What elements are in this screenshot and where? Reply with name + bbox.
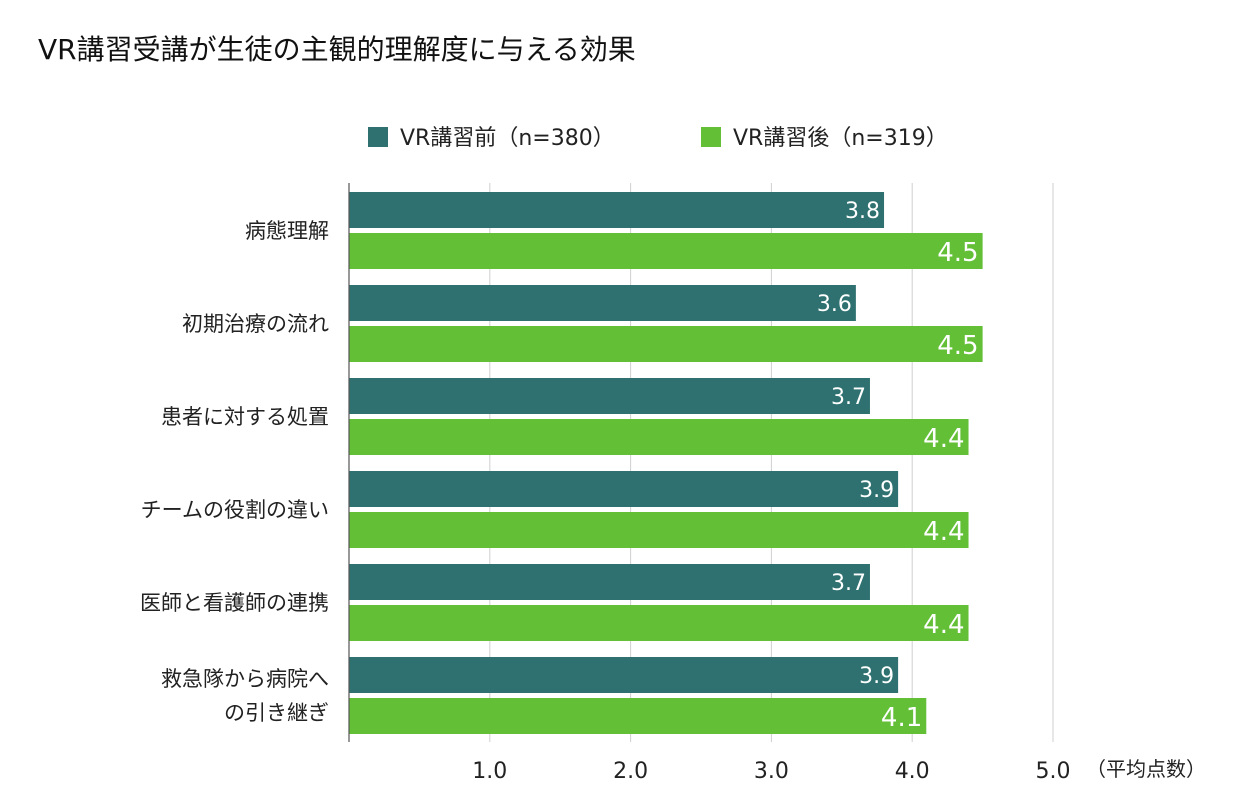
- category-label: 病態理解: [245, 219, 329, 243]
- legend-label[interactable]: VR講習前（n=380）: [400, 126, 615, 151]
- bar[interactable]: [349, 378, 870, 414]
- x-tick-label: 2.0: [613, 759, 648, 784]
- bar[interactable]: [349, 326, 983, 362]
- category-label: 患者に対する処置: [161, 405, 329, 429]
- x-tick-label: 4.0: [895, 759, 930, 784]
- bar[interactable]: [349, 419, 969, 455]
- data-label: 3.9: [859, 664, 894, 689]
- chart-title: VR講習受講が生徒の主観的理解度に与える効果: [38, 33, 636, 66]
- x-tick-label: 1.0: [472, 759, 507, 784]
- bar[interactable]: [349, 471, 899, 507]
- legend-swatch[interactable]: [701, 127, 721, 147]
- bar[interactable]: [349, 564, 870, 600]
- data-label: 4.5: [937, 238, 978, 268]
- bar[interactable]: [349, 605, 969, 641]
- legend-swatch[interactable]: [368, 127, 388, 147]
- bar[interactable]: [349, 512, 969, 548]
- bar[interactable]: [349, 657, 899, 693]
- data-label: 4.4: [923, 424, 964, 454]
- data-label: 3.7: [831, 385, 866, 410]
- data-label: 4.5: [937, 331, 978, 361]
- category-label: 救急隊から病院へ: [161, 667, 329, 691]
- data-label: 4.4: [923, 517, 964, 547]
- bar[interactable]: [349, 698, 927, 734]
- data-label: 3.7: [831, 571, 866, 596]
- category-label: 初期治療の流れ: [182, 312, 329, 336]
- legend-label[interactable]: VR講習後（n=319）: [733, 126, 948, 151]
- x-tick-label: 3.0: [754, 759, 789, 784]
- category-label: の引き継ぎ: [224, 701, 329, 725]
- data-label: 3.8: [845, 199, 880, 224]
- bar[interactable]: [349, 192, 885, 228]
- x-axis-label: （平均点数）: [1086, 757, 1206, 781]
- bar[interactable]: [349, 285, 856, 321]
- data-label: 3.9: [859, 478, 894, 503]
- data-label: 4.1: [881, 703, 922, 733]
- data-label: 3.6: [817, 292, 852, 317]
- category-label: 医師と看護師の連携: [140, 591, 329, 615]
- data-label: 4.4: [923, 610, 964, 640]
- bar[interactable]: [349, 233, 983, 269]
- category-label: チームの役割の違い: [141, 498, 329, 522]
- x-tick-label: 5.0: [1036, 759, 1071, 784]
